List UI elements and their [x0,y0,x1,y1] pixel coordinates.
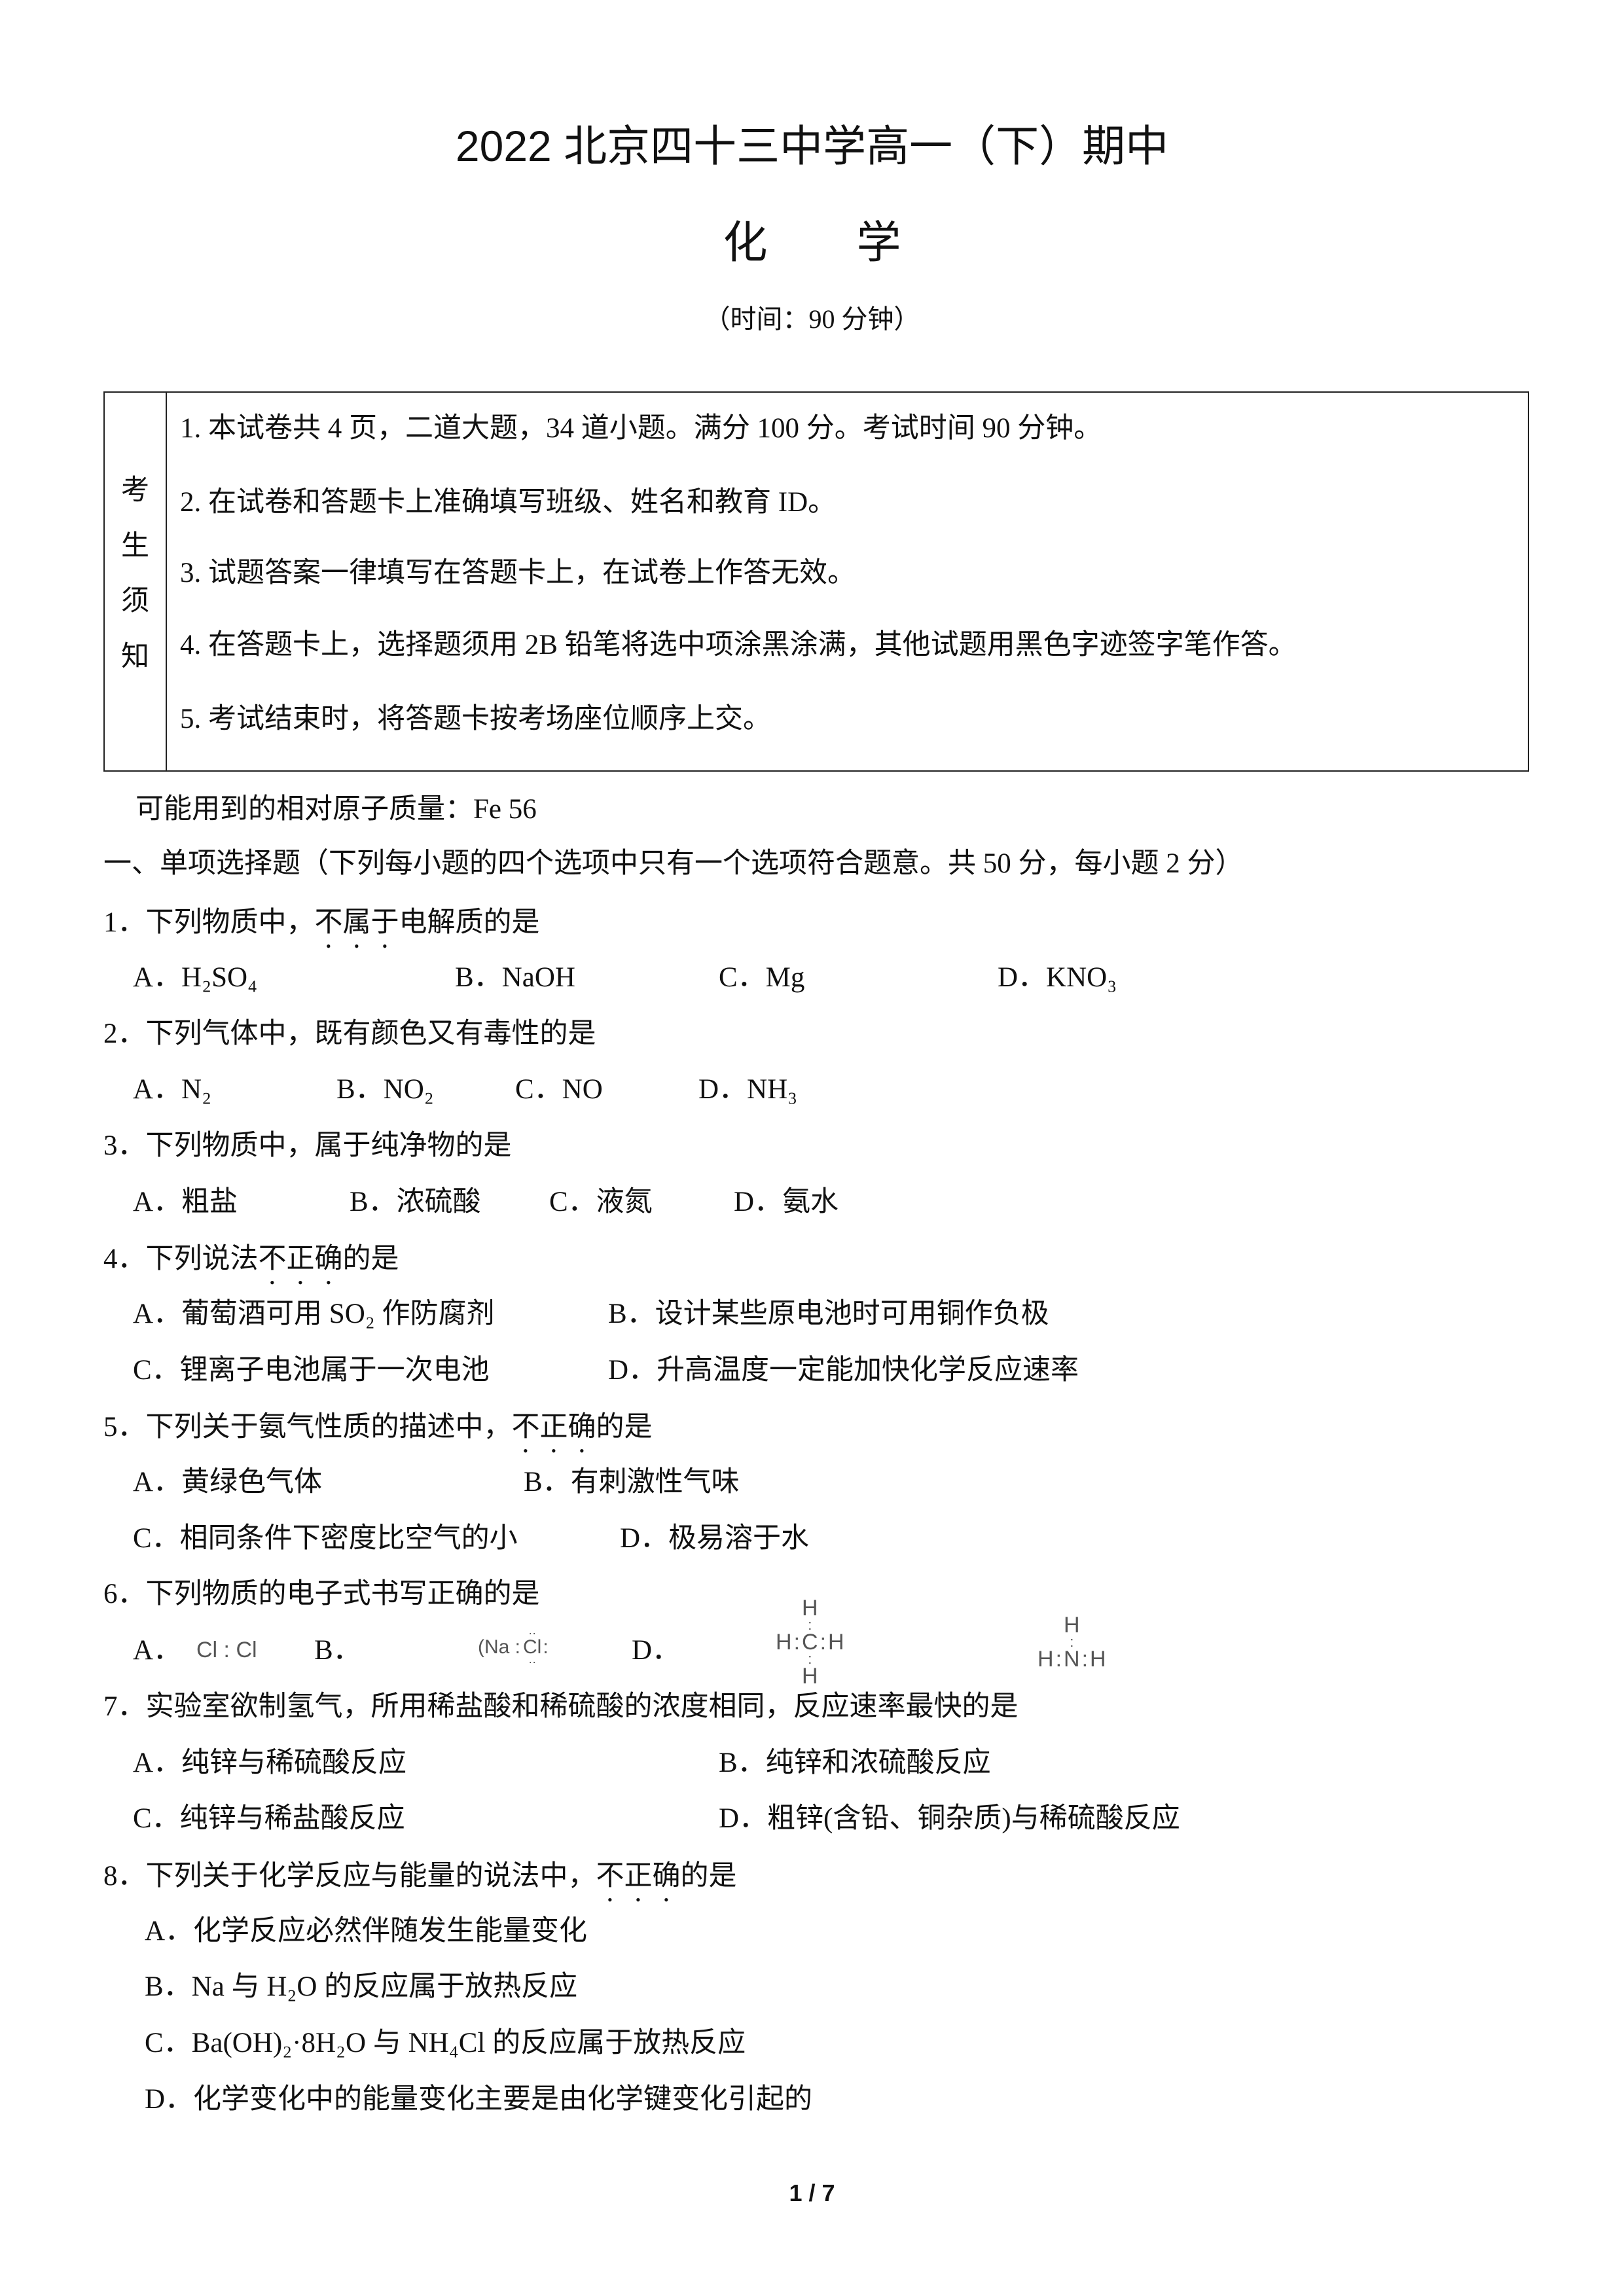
stem-text: 1．下列物质中， [103,907,315,938]
exam-time: （时间：90 分钟） [704,304,920,334]
electron-pair: : [543,1636,549,1658]
electron-pair: : [1081,1647,1089,1672]
stem-text: 的是 [596,1412,653,1443]
notice-item: 3. 试题答案一律填写在答题卡上，在试卷上作答无效。 [180,558,856,588]
option: B．NO₂ [336,1074,434,1105]
electron-pair: ·· [528,1628,537,1638]
option: D．升高温度一定能加快化学反应速率 [608,1355,1079,1386]
option: C．液氮 [549,1187,653,1217]
stem-emphasis: 不正确 [596,1861,681,1892]
option: B．有刺激性气味 [524,1467,740,1498]
option: C．NO [515,1074,603,1105]
option: D．NH₃ [698,1074,798,1105]
question-stem: 4．下列说法不正确的是 [103,1244,399,1291]
cl-symbol: Cl [523,1636,542,1658]
h-symbol: H [1090,1647,1106,1672]
notice-item: 1. 本试卷共 4 页，二道大题，34 道小题。满分 100 分。考试时间 90… [180,413,1102,444]
option: B．NaOH [455,962,575,993]
option: A．H₂SO₄ [133,962,258,993]
electron-pair: ·· [528,1657,537,1666]
electron-pair: : [793,1630,801,1655]
option: D．氨水 [734,1187,839,1217]
question-stem: 2．下列气体中，既有颜色又有毒性的是 [103,1018,596,1049]
subject-title: 化 学 [723,218,901,268]
na-symbol: (Na : [478,1636,521,1658]
option: A．黄绿色气体 [133,1467,323,1498]
notice-divider [166,391,167,770]
section-heading: 一、单项选择题（下列每小题的四个选项中只有一个选项符合题意。共 50 分，每小题… [103,848,1244,879]
exam-title: 2022 北京四十三中学高一（下）期中 [455,122,1169,170]
question-stem: 3．下列物质中，属于纯净物的是 [103,1130,512,1161]
stem-text: 的是 [680,1861,737,1892]
option: C．纯锌与稀盐酸反应 [133,1803,405,1834]
notice-item: 2. 在试卷和答题卡上准确填写班级、姓名和教育 ID。 [180,487,837,518]
option: B． [314,1635,361,1666]
option: C．相同条件下密度比空气的小 [133,1523,518,1554]
formula-cl2: Cl : Cl [196,1638,257,1662]
option: D． [632,1635,681,1666]
h-symbol: H [802,1596,818,1621]
h-symbol: H [1038,1647,1054,1672]
option: A．葡萄酒可用 SO₂ 作防腐剂 [133,1299,495,1329]
stem-text: 电解质的是 [399,907,540,938]
question-stem: 1．下列物质中，不属于电解质的是 [103,907,540,954]
option: C．Mg [719,962,805,993]
notice-label-char: 须 [121,586,149,617]
h-symbol: H [776,1630,792,1655]
question-stem: 8．下列关于化学反应与能量的说法中，不正确的是 [103,1861,737,1908]
option: B．Na 与 H₂O 的反应属于放热反应 [145,1971,578,2002]
cl-with-electrons: ·· Cl ·· [523,1628,541,1666]
question-stem: 6．下列物质的电子式书写正确的是 [103,1579,540,1609]
option: C．Ba(OH)₂·8H₂O 与 NH₄Cl 的反应属于放热反应 [145,2028,746,2058]
notice-item: 4. 在答题卡上，选择题须用 2B 铅笔将选中项涂黑涂满，其他试题用黑色字迹签字… [180,630,1297,660]
option: B．浓硫酸 [350,1187,481,1217]
formula-nh3: H : H : N : H [1038,1614,1106,1670]
notice-item: 5. 考试结束时，将答题卡按考场座位顺序上交。 [180,704,771,734]
notice-label-char: 知 [121,641,149,672]
atomic-mass-note: 可能用到的相对原子质量：Fe 56 [135,794,537,825]
option: B．纯锌和浓硫酸反应 [719,1748,991,1778]
option: D．KNO₃ [998,962,1117,993]
formula-ch4: H : H : C : H : H [776,1597,844,1687]
notice-label-char: 生 [121,531,149,562]
electron-pair: : [808,1653,812,1665]
question-stem: 5．下列关于氨气性质的描述中，不正确的是 [103,1412,653,1459]
option: A．化学反应必然伴随发生能量变化 [145,1916,588,1946]
notice-box [103,391,1529,772]
option: A． [133,1635,182,1666]
electron-pair: : [808,1619,812,1631]
question-stem: 7．实验室欲制氢气，所用稀盐酸和稀硫酸的浓度相同，反应速率最快的是 [103,1691,1019,1722]
stem-text: 8．下列关于化学反应与能量的说法中， [103,1861,596,1892]
electron-pair: : [1070,1636,1074,1648]
formula-nacl: (Na : ·· Cl ·· : [478,1628,549,1666]
electron-pair: : [1055,1647,1062,1672]
electron-pair: : [820,1630,827,1655]
stem-text: 4．下列说法 [103,1244,259,1274]
nh3-middle-row: H : N : H [1038,1648,1106,1670]
stem-emphasis: 不正确 [511,1412,596,1443]
option: D．极易溶于水 [620,1523,810,1554]
h-symbol: H [1064,1613,1080,1638]
c-symbol: C [802,1630,818,1655]
stem-text: 5．下列关于氨气性质的描述中， [103,1412,512,1443]
option: D．粗锌(含铅、铜杂质)与稀硫酸反应 [719,1803,1180,1834]
n-symbol: N [1064,1647,1080,1672]
option: A．粗盐 [133,1187,238,1217]
page-number: 1 / 7 [789,2179,835,2206]
h-symbol: H [802,1664,818,1689]
option: B．设计某些原电池时可用铜作负极 [608,1299,1049,1329]
option: C．锂离子电池属于一次电池 [133,1355,490,1386]
option: D．化学变化中的能量变化主要是由化学键变化引起的 [145,2084,813,2115]
h-symbol: H [828,1630,844,1655]
stem-emphasis: 不属于 [314,907,399,938]
stem-emphasis: 不正确 [258,1244,343,1274]
option: A．纯锌与稀硫酸反应 [133,1748,407,1778]
stem-text: 的是 [342,1244,399,1274]
notice-label-char: 考 [121,475,149,506]
ch4-middle-row: H : C : H [776,1631,844,1653]
option: A．N₂ [133,1074,212,1105]
